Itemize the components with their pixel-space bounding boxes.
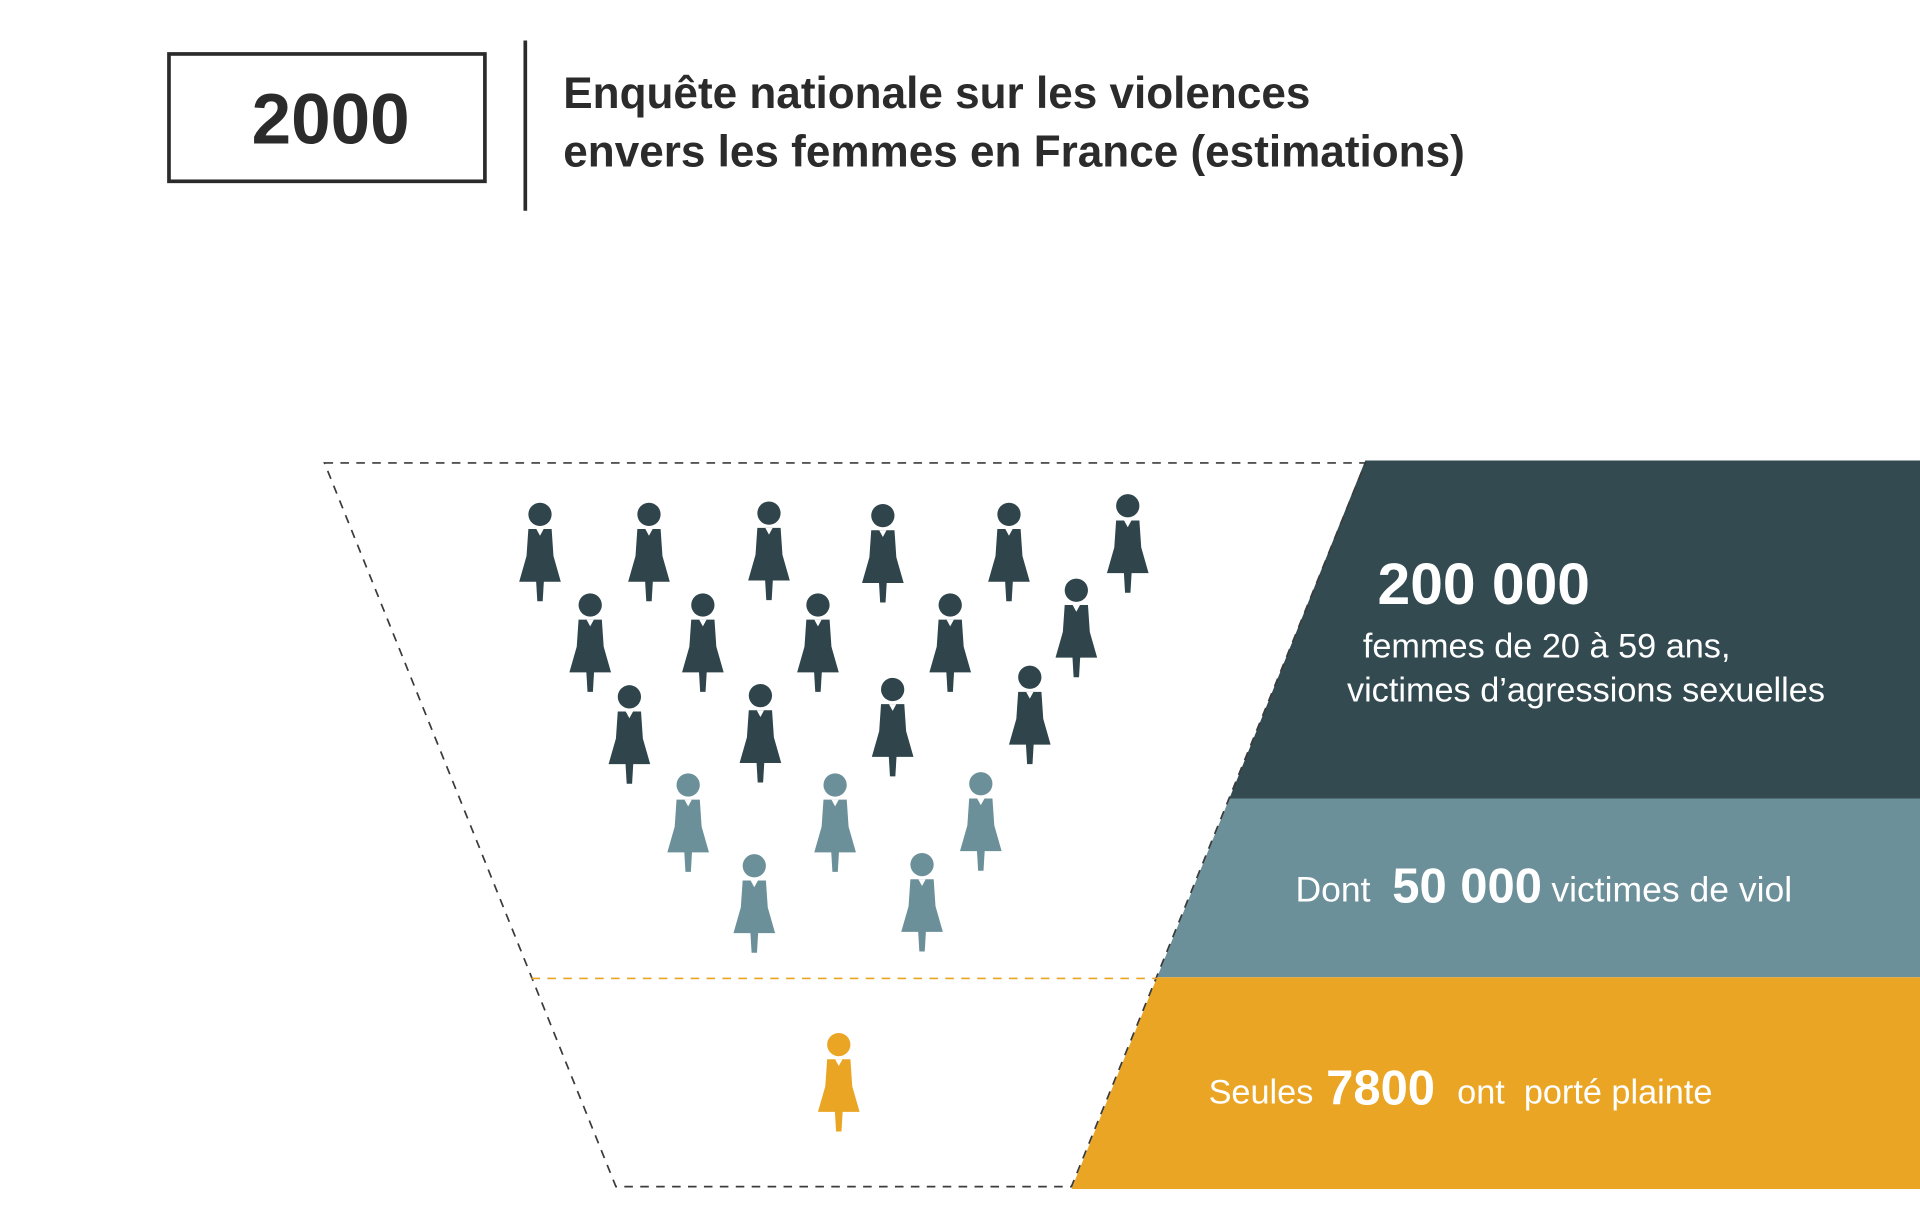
woman-icon <box>988 502 1030 602</box>
woman-icon <box>608 685 651 784</box>
year-label: 2000 <box>252 80 410 159</box>
woman-icon <box>733 854 776 953</box>
band-viol <box>1157 798 1920 978</box>
pictogram <box>519 494 1149 1132</box>
woman-icon <box>871 677 914 777</box>
woman-icon <box>1106 494 1149 593</box>
funnel-outline <box>323 462 1367 1188</box>
woman-icon <box>797 593 839 692</box>
woman-icon <box>682 593 724 692</box>
band-agressions <box>1229 460 1920 799</box>
band-plainte-text: Seules 7800 ont porté plainte <box>1209 1062 1713 1116</box>
woman-icon <box>862 503 904 603</box>
band-plainte-value: 7800 <box>1326 1062 1435 1116</box>
woman-icon <box>960 772 1002 871</box>
woman-icon <box>519 502 561 602</box>
woman-icon <box>929 593 972 692</box>
year-box <box>167 52 487 184</box>
band-viol-prefix: Dont <box>1296 869 1371 909</box>
woman-icon <box>739 683 782 783</box>
funnel-bands <box>1071 460 1920 1190</box>
woman-icon <box>628 502 670 602</box>
band-agressions-text: 200 000 femmes de 20 à 59 ans, victimes … <box>1347 552 1825 710</box>
band-viol-value: 50 000 <box>1392 860 1542 914</box>
band-agressions-line-2: victimes d’agressions sexuelles <box>1347 672 1825 710</box>
band-viol-suffix: victimes de viol <box>1551 869 1792 909</box>
band-plainte-suffix: ont porté plainte <box>1457 1073 1712 1111</box>
woman-icon <box>748 501 790 601</box>
band-agressions-line-1: femmes de 20 à 59 ans, <box>1363 628 1731 666</box>
woman-icon <box>569 593 612 692</box>
band-viol-text: Dont 50 000 victimes de viol <box>1296 860 1793 914</box>
funnel-dashed-border <box>323 462 1367 1188</box>
woman-icon <box>1008 665 1051 765</box>
woman-icon <box>817 1032 860 1132</box>
band-plainte <box>1071 977 1920 1190</box>
woman-icon <box>901 852 943 952</box>
woman-icon <box>667 773 709 872</box>
page-title-line-2: envers les femmes en France (estimations… <box>563 128 1465 177</box>
band-plainte-prefix: Seules <box>1209 1073 1314 1111</box>
page-title-line-1: Enquête nationale sur les violences <box>563 69 1310 118</box>
woman-icon <box>1055 578 1098 678</box>
band-agressions-value: 200 000 <box>1378 552 1590 617</box>
header: 2000 Enquête nationale sur les violences… <box>167 40 1465 211</box>
woman-icon <box>814 773 856 872</box>
page-title: Enquête nationale sur les violences enve… <box>563 69 1465 177</box>
